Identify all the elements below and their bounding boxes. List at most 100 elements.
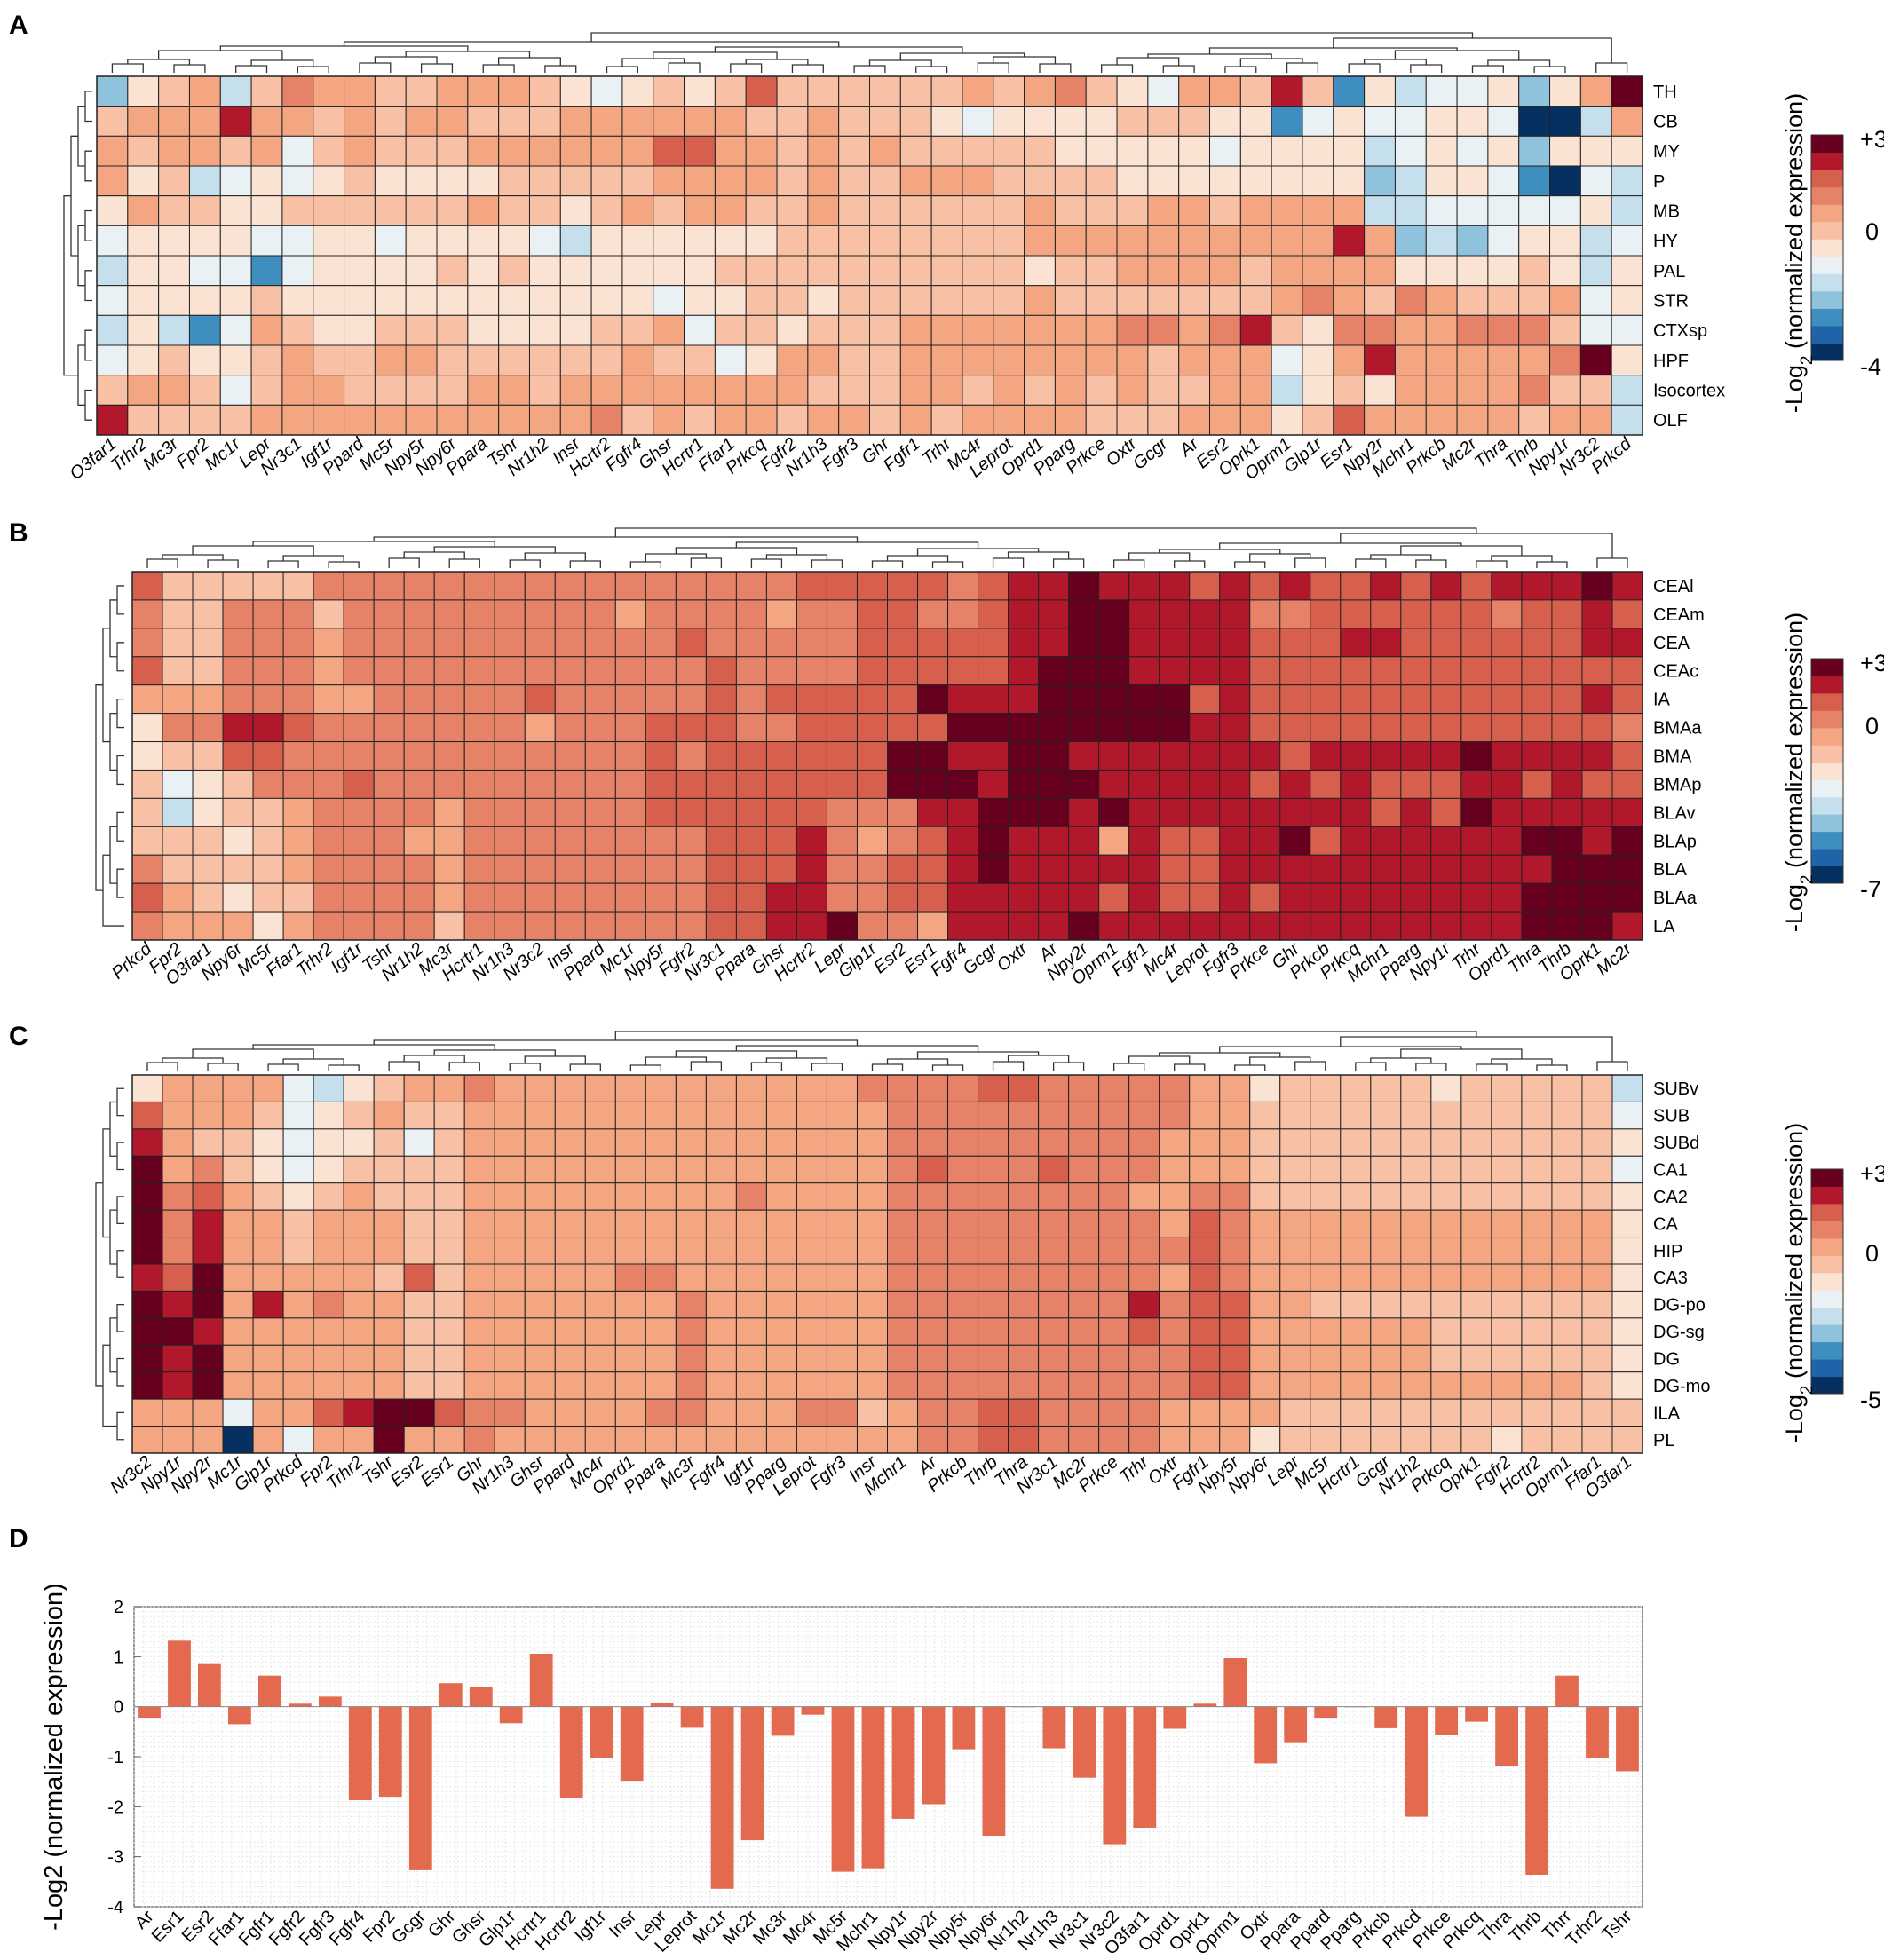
heatmap-cell [1189, 571, 1221, 601]
heatmap-cell [1008, 599, 1040, 629]
heatmap-cell [1279, 1317, 1311, 1346]
heatmap-cell [645, 1182, 677, 1211]
heatmap-cell [250, 165, 283, 197]
heatmap-cell [343, 1398, 375, 1427]
heatmap-cell [887, 797, 919, 827]
heatmap-cell [1611, 1344, 1643, 1373]
heatmap-cell [1249, 713, 1281, 743]
heatmap-cell [494, 769, 526, 799]
heatmap-cell [1460, 571, 1492, 601]
heatmap-cell [584, 1263, 616, 1292]
heatmap-cell [735, 1426, 767, 1454]
heatmap-cell [1518, 135, 1551, 167]
heatmap-cell [1611, 195, 1643, 226]
heatmap-cell [1008, 571, 1040, 601]
heatmap-cell [1189, 599, 1221, 629]
heatmap-cell [947, 684, 979, 715]
heatmap-cell [1098, 1263, 1130, 1292]
heatmap-cell [826, 628, 858, 658]
heatmap-cell [1189, 797, 1221, 827]
heatmap-cell [494, 797, 526, 827]
heatmap-cell [1189, 854, 1221, 884]
heatmap-cell [1491, 599, 1523, 629]
colorbar-segment [1811, 256, 1843, 274]
heatmap-cell [1611, 1317, 1643, 1346]
heatmap-cell [1147, 106, 1180, 137]
heatmap-cell [192, 1263, 224, 1292]
heatmap-cell [1147, 314, 1180, 346]
heatmap-cell [252, 713, 284, 743]
heatmap-cell [1008, 656, 1040, 686]
heatmap-cell [1249, 1074, 1281, 1102]
heatmap-cell [584, 1344, 616, 1373]
heatmap-cell [1271, 404, 1303, 436]
heatmap-cell [436, 375, 469, 406]
heatmap-cell [826, 1317, 858, 1346]
bar [1465, 1706, 1488, 1722]
heatmap-cell [856, 769, 888, 799]
heatmap-cell [776, 314, 809, 346]
colorbar-segment [1811, 745, 1843, 763]
heatmap-cell [524, 1426, 556, 1454]
heatmap-cell [433, 1371, 465, 1400]
heatmap-cell [675, 1290, 707, 1319]
heatmap-cell [856, 1182, 888, 1211]
heatmap-cell [1038, 1398, 1070, 1427]
colorbar-segment [1811, 710, 1843, 729]
heatmap-cell [222, 628, 254, 658]
heatmap-cell [1008, 797, 1040, 827]
heatmap-cell [584, 1290, 616, 1319]
heatmap-cell [1038, 1074, 1070, 1102]
heatmap-cell [1038, 599, 1070, 629]
heatmap-cell [162, 1128, 194, 1157]
heatmap-cell [219, 135, 252, 167]
heatmap-cell [162, 854, 194, 884]
heatmap-cell [590, 165, 623, 197]
heatmap-cell [917, 656, 949, 686]
bar [1223, 1658, 1247, 1707]
colorbar-segment [1811, 865, 1843, 884]
heatmap-cell [1038, 797, 1070, 827]
heatmap-cell [1310, 1290, 1342, 1319]
heatmap-cell [1581, 1182, 1613, 1211]
heatmap-cell [1038, 1237, 1070, 1265]
heatmap-cell [1128, 769, 1160, 799]
heatmap-cell [1147, 135, 1180, 167]
heatmap-cell [1098, 1344, 1130, 1373]
heatmap-cell [776, 404, 809, 436]
heatmap-cell [463, 1426, 495, 1454]
heatmap-cell [554, 769, 586, 799]
heatmap-cell [1491, 1209, 1523, 1238]
heatmap-cell [1024, 375, 1056, 406]
heatmap-cell [96, 255, 129, 287]
y-tick-label: 2 [114, 1598, 123, 1617]
heatmap-cell [1147, 165, 1180, 197]
heatmap-cell [930, 75, 963, 107]
heatmap-cell [1340, 854, 1372, 884]
heatmap-cell [498, 285, 530, 316]
colorbar-segment [1811, 814, 1843, 833]
heatmap-cell [765, 1155, 797, 1184]
heatmap-cell [1249, 826, 1281, 856]
heatmap-cell [978, 1101, 1009, 1130]
row-label: CA3 [1653, 1268, 1688, 1288]
bar [771, 1706, 795, 1736]
heatmap-cell [705, 1074, 737, 1102]
row-label: CEAl [1653, 577, 1694, 597]
heatmap-cell [403, 1237, 435, 1265]
heatmap-cell [684, 255, 716, 287]
heatmap-cell [645, 741, 677, 771]
heatmap-cell [1370, 656, 1402, 686]
heatmap-cell [887, 1371, 919, 1400]
heatmap-cell [498, 106, 530, 137]
heatmap-cell [869, 75, 901, 107]
heatmap-cell [1128, 854, 1160, 884]
heatmap-cell [188, 255, 221, 287]
heatmap-cell [705, 1155, 737, 1184]
heatmap-cell [1430, 571, 1462, 601]
heatmap-cell [96, 195, 129, 226]
heatmap-cell [1340, 1101, 1372, 1130]
heatmap-cell [765, 684, 797, 715]
heatmap-cell [714, 314, 747, 346]
heatmap-cell [1340, 1237, 1372, 1265]
